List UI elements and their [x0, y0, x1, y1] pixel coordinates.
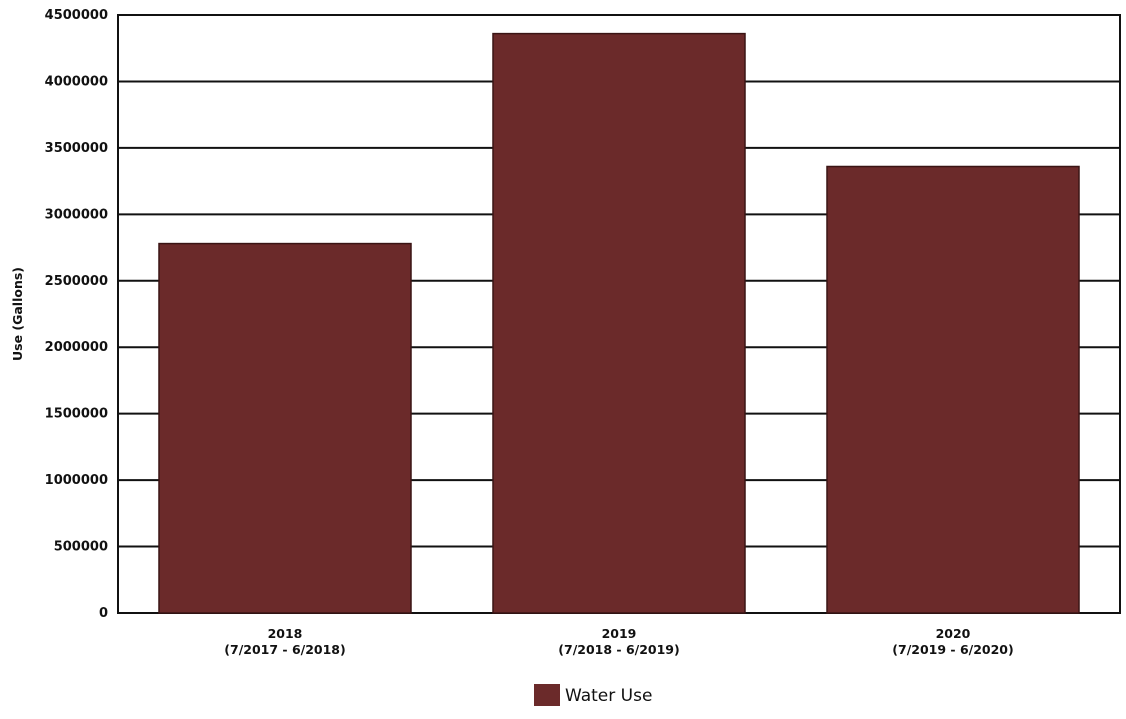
y-axis-title: Use (Gallons) [10, 267, 25, 361]
legend: Water Use [534, 684, 652, 706]
y-tick-label: 2000000 [45, 340, 108, 355]
y-tick-label: 2500000 [45, 274, 108, 289]
x-category-period: (7/2017 - 6/2018) [224, 642, 345, 657]
x-category-year: 2020 [936, 626, 971, 641]
x-category-period: (7/2018 - 6/2019) [558, 642, 679, 657]
y-tick-label: 0 [99, 606, 108, 621]
x-category-year: 2019 [602, 626, 637, 641]
y-axis-ticks: 0 500000 1000000 1500000 2000000 2500000 30000… [45, 8, 108, 621]
bar-2020 [826, 165, 1080, 614]
y-tick-label: 4500000 [45, 8, 108, 23]
y-tick-label: 3500000 [45, 141, 108, 156]
legend-label-water-use: Water Use [565, 686, 652, 706]
bar-2018 [158, 242, 412, 614]
y-tick-label: 1000000 [45, 473, 108, 488]
y-tick-label: 4000000 [45, 74, 108, 89]
bar-2019 [492, 32, 746, 614]
y-tick-label: 1500000 [45, 407, 108, 422]
legend-swatch-water-use [534, 684, 560, 706]
x-category-year: 2018 [268, 626, 303, 641]
x-axis-categories: 2018(7/2017 - 6/2018) 2019(7/2018 - 6/201… [224, 626, 1013, 657]
y-tick-label: 3000000 [45, 207, 108, 222]
x-category-period: (7/2019 - 6/2020) [892, 642, 1013, 657]
bars [158, 32, 1080, 614]
y-tick-label: 500000 [54, 540, 108, 555]
